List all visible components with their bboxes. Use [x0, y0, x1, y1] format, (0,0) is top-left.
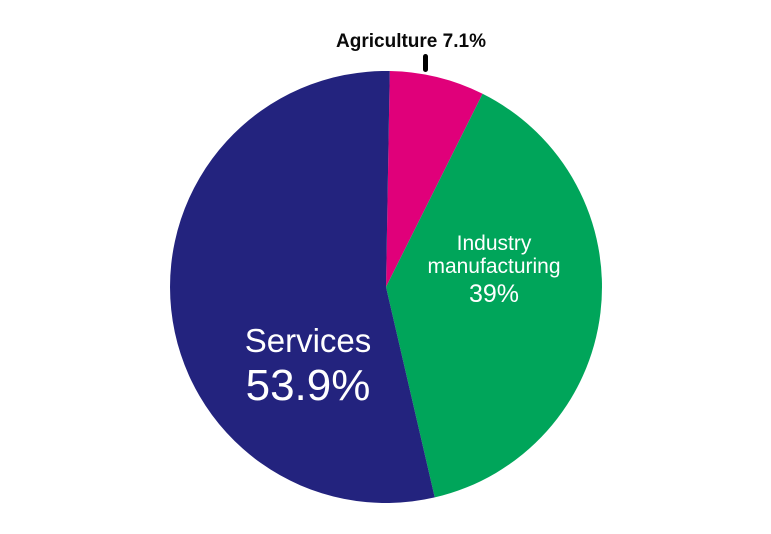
agriculture-label: Agriculture 7.1% [336, 31, 486, 52]
pie-slices [170, 70, 602, 503]
industry-value: 39% [469, 280, 519, 308]
agriculture-name: Agriculture [336, 31, 437, 52]
services-value: 53.9% [246, 361, 371, 410]
slice-industry-manufacturing [386, 93, 602, 498]
agriculture-value: 7.1% [443, 31, 486, 52]
industry-name-line-1: Industry [457, 232, 532, 255]
services-name: Services [245, 322, 372, 359]
slice-agriculture [386, 71, 483, 287]
slice-services [170, 70, 435, 503]
industry-name-line-2: manufacturing [427, 255, 560, 278]
agriculture-leader-line [423, 54, 428, 72]
